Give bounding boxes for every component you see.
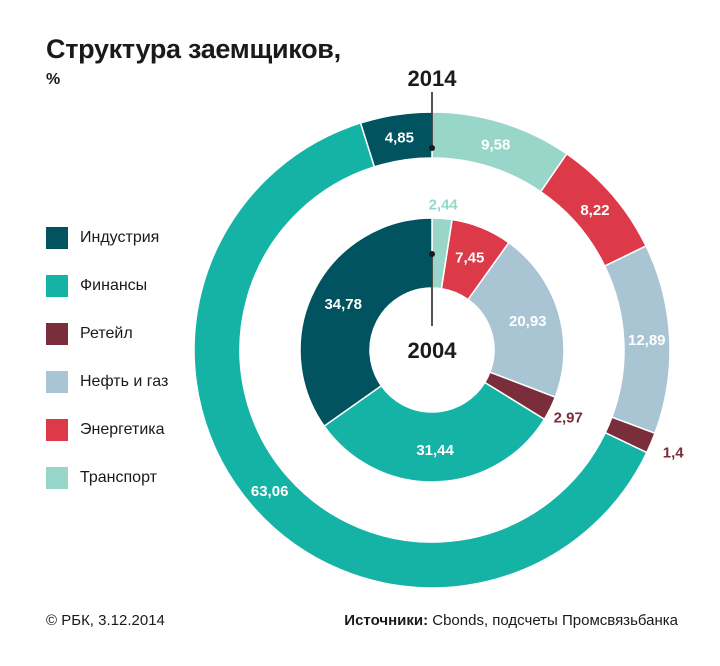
legend-swatch-industry [46, 227, 68, 249]
legend-label-retail: Ретейл [80, 325, 133, 342]
inner-label-industry: 34,78 [324, 296, 362, 313]
inner-label-finance: 31,44 [416, 442, 454, 459]
legend-swatch-transport [46, 467, 68, 489]
legend-swatch-finance [46, 275, 68, 297]
legend-item-transport: Транспорт [46, 454, 168, 502]
outer-label-finance: 63,06 [251, 483, 289, 500]
legend-item-energy: Энергетика [46, 406, 168, 454]
source-label: Источники: [344, 612, 429, 629]
legend-item-finance: Финансы [46, 262, 168, 310]
legend-label-finance: Финансы [80, 277, 148, 294]
source-text: Cbonds, подсчеты Промсвязьбанка [432, 612, 678, 629]
legend-swatch-oilgas [46, 371, 68, 393]
outer-label-retail: 1,4 [663, 444, 685, 461]
legend-label-industry: Индустрия [80, 229, 160, 246]
outer-label-oilgas: 12,89 [628, 332, 666, 349]
year-label-2004: 2004 [408, 338, 458, 363]
outer-label-industry: 4,85 [385, 129, 414, 146]
outer-label-transport: 9,58 [481, 137, 510, 154]
copyright: © РБК, 3.12.2014 [46, 612, 165, 629]
inner-slice-industry [299, 217, 433, 428]
legend-label-energy: Энергетика [80, 421, 165, 438]
outer-slice-finance [193, 122, 648, 589]
outer-slice-industry [359, 111, 433, 168]
inner-label-transport: 2,44 [429, 196, 459, 213]
chart-title: Структура заемщиков, [46, 34, 341, 64]
outer-label-energy: 8,22 [580, 202, 609, 219]
year-2014-pointer-dot [429, 145, 435, 151]
inner-label-oilgas: 20,93 [509, 313, 547, 330]
year-label-2014: 2014 [408, 66, 458, 91]
inner-label-retail: 2,97 [554, 409, 583, 426]
year-2004-pointer-dot [429, 251, 435, 257]
inner-label-energy: 7,45 [455, 249, 484, 266]
inner-slice-finance [323, 381, 546, 483]
source-note: Источники: Cbonds, подсчеты Промсвязьбан… [344, 612, 678, 629]
unit-label: % [46, 71, 61, 88]
legend-item-oilgas: Нефть и газ [46, 358, 168, 406]
legend-swatch-energy [46, 419, 68, 441]
legend-item-industry: Индустрия [46, 214, 168, 262]
legend: Индустрия Финансы Ретейл Нефть и газ Эне… [46, 214, 168, 502]
legend-label-transport: Транспорт [80, 469, 157, 486]
legend-item-retail: Ретейл [46, 310, 168, 358]
legend-swatch-retail [46, 323, 68, 345]
legend-label-oilgas: Нефть и газ [80, 373, 169, 390]
inner-slice-oilgas [467, 241, 565, 399]
